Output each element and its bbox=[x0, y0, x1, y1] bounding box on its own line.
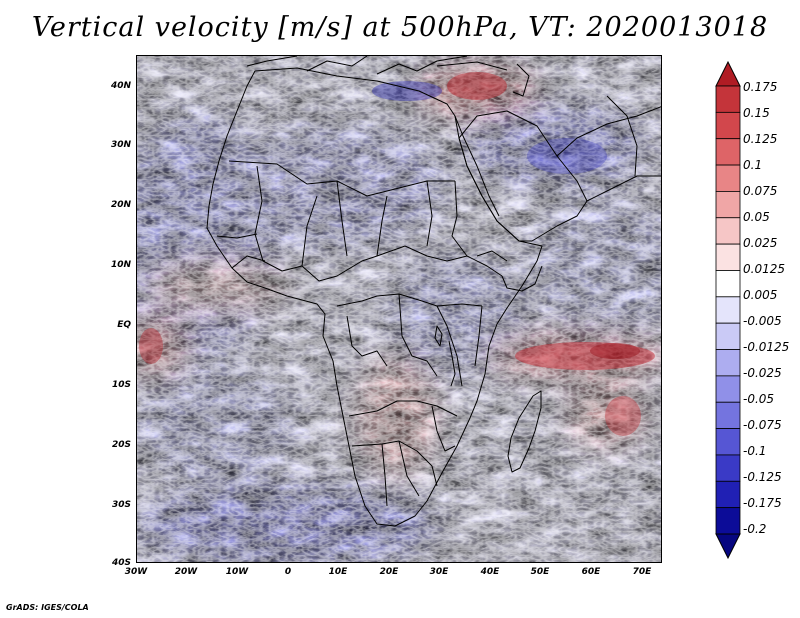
y-tick-label: 40N bbox=[110, 81, 131, 91]
x-tick-label: 30W bbox=[124, 567, 148, 577]
colorbar-label: -0.175 bbox=[743, 496, 782, 510]
x-tick-label: 30E bbox=[429, 567, 449, 577]
x-tick-label: 20E bbox=[379, 567, 399, 577]
colorbar-box bbox=[715, 243, 741, 271]
y-tick-label: 30S bbox=[111, 500, 131, 510]
colorbar-label: 0.075 bbox=[743, 184, 778, 198]
vertical-velocity-field bbox=[137, 56, 661, 562]
colorbar-label: -0.025 bbox=[743, 366, 782, 380]
colorbar-box bbox=[715, 217, 741, 245]
map-panel bbox=[136, 55, 662, 563]
colorbar-label: 0.005 bbox=[743, 288, 778, 302]
x-tick-label: 40E bbox=[480, 567, 500, 577]
colorbar-cap-bottom bbox=[715, 533, 741, 560]
colorbar-box bbox=[715, 138, 741, 166]
x-tick-label: 0 bbox=[284, 567, 292, 577]
colorbar-box bbox=[715, 164, 741, 192]
colorbar-box bbox=[715, 296, 741, 324]
colorbar-box bbox=[715, 375, 741, 403]
colorbar-label: 0.05 bbox=[743, 210, 770, 224]
x-tick-label: 10E bbox=[328, 567, 348, 577]
colorbar-cap-top bbox=[715, 60, 741, 87]
colorbar-box bbox=[715, 401, 741, 429]
colorbar-box bbox=[715, 322, 741, 350]
colorbar-label: 0.1 bbox=[743, 158, 763, 172]
colorbar-label: -0.2 bbox=[743, 522, 767, 536]
x-tick-label: 60E bbox=[581, 567, 601, 577]
colorbar-label: -0.1 bbox=[743, 444, 767, 458]
y-tick-label: 30N bbox=[110, 140, 131, 150]
y-tick-label: 20N bbox=[110, 200, 131, 210]
map-title: Vertical velocity [m/s] at 500hPa, VT: 2… bbox=[31, 12, 769, 43]
colorbar-box bbox=[715, 480, 741, 509]
colorbar-label: 0.0125 bbox=[743, 262, 785, 276]
colorbar-box bbox=[715, 428, 741, 456]
colorbar-label: -0.125 bbox=[743, 470, 782, 484]
y-tick-label: 10S bbox=[111, 380, 131, 390]
colorbar-box bbox=[715, 191, 741, 219]
colorbar-box bbox=[715, 270, 741, 298]
y-tick-label: EQ bbox=[117, 320, 131, 330]
x-tick-label: 10W bbox=[225, 567, 249, 577]
x-tick-label: 70E bbox=[632, 567, 652, 577]
colorbar-box bbox=[715, 85, 741, 113]
colorbar-label: -0.005 bbox=[743, 314, 782, 328]
y-tick-label: 10N bbox=[110, 260, 131, 270]
colorbar-box bbox=[715, 111, 741, 140]
colorbar-box bbox=[715, 454, 741, 482]
y-tick-label: 40S bbox=[111, 558, 131, 568]
credit-label: GrADS: IGES/COLA bbox=[6, 603, 89, 612]
colorbar-label: 0.15 bbox=[743, 106, 770, 120]
x-tick-label: 50E bbox=[530, 567, 550, 577]
colorbar-label: 0.025 bbox=[743, 236, 778, 250]
colorbar-label: -0.05 bbox=[743, 392, 775, 406]
y-tick-label: 20S bbox=[111, 440, 131, 450]
colorbar-box bbox=[715, 349, 741, 377]
colorbar-label: 0.125 bbox=[743, 132, 778, 146]
colorbar-label: -0.0125 bbox=[743, 340, 790, 354]
colorbar-label: -0.075 bbox=[743, 418, 782, 432]
colorbar bbox=[715, 60, 741, 560]
colorbar-box bbox=[715, 507, 741, 535]
colorbar-label: 0.175 bbox=[743, 80, 778, 94]
x-tick-label: 20W bbox=[174, 567, 198, 577]
